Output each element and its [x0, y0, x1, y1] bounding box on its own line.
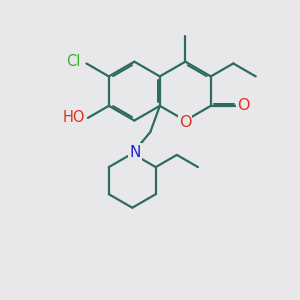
Text: Cl: Cl — [66, 55, 80, 70]
Text: N: N — [130, 145, 141, 160]
Text: HO: HO — [62, 110, 85, 125]
Text: O: O — [237, 98, 250, 113]
Text: O: O — [179, 115, 192, 130]
